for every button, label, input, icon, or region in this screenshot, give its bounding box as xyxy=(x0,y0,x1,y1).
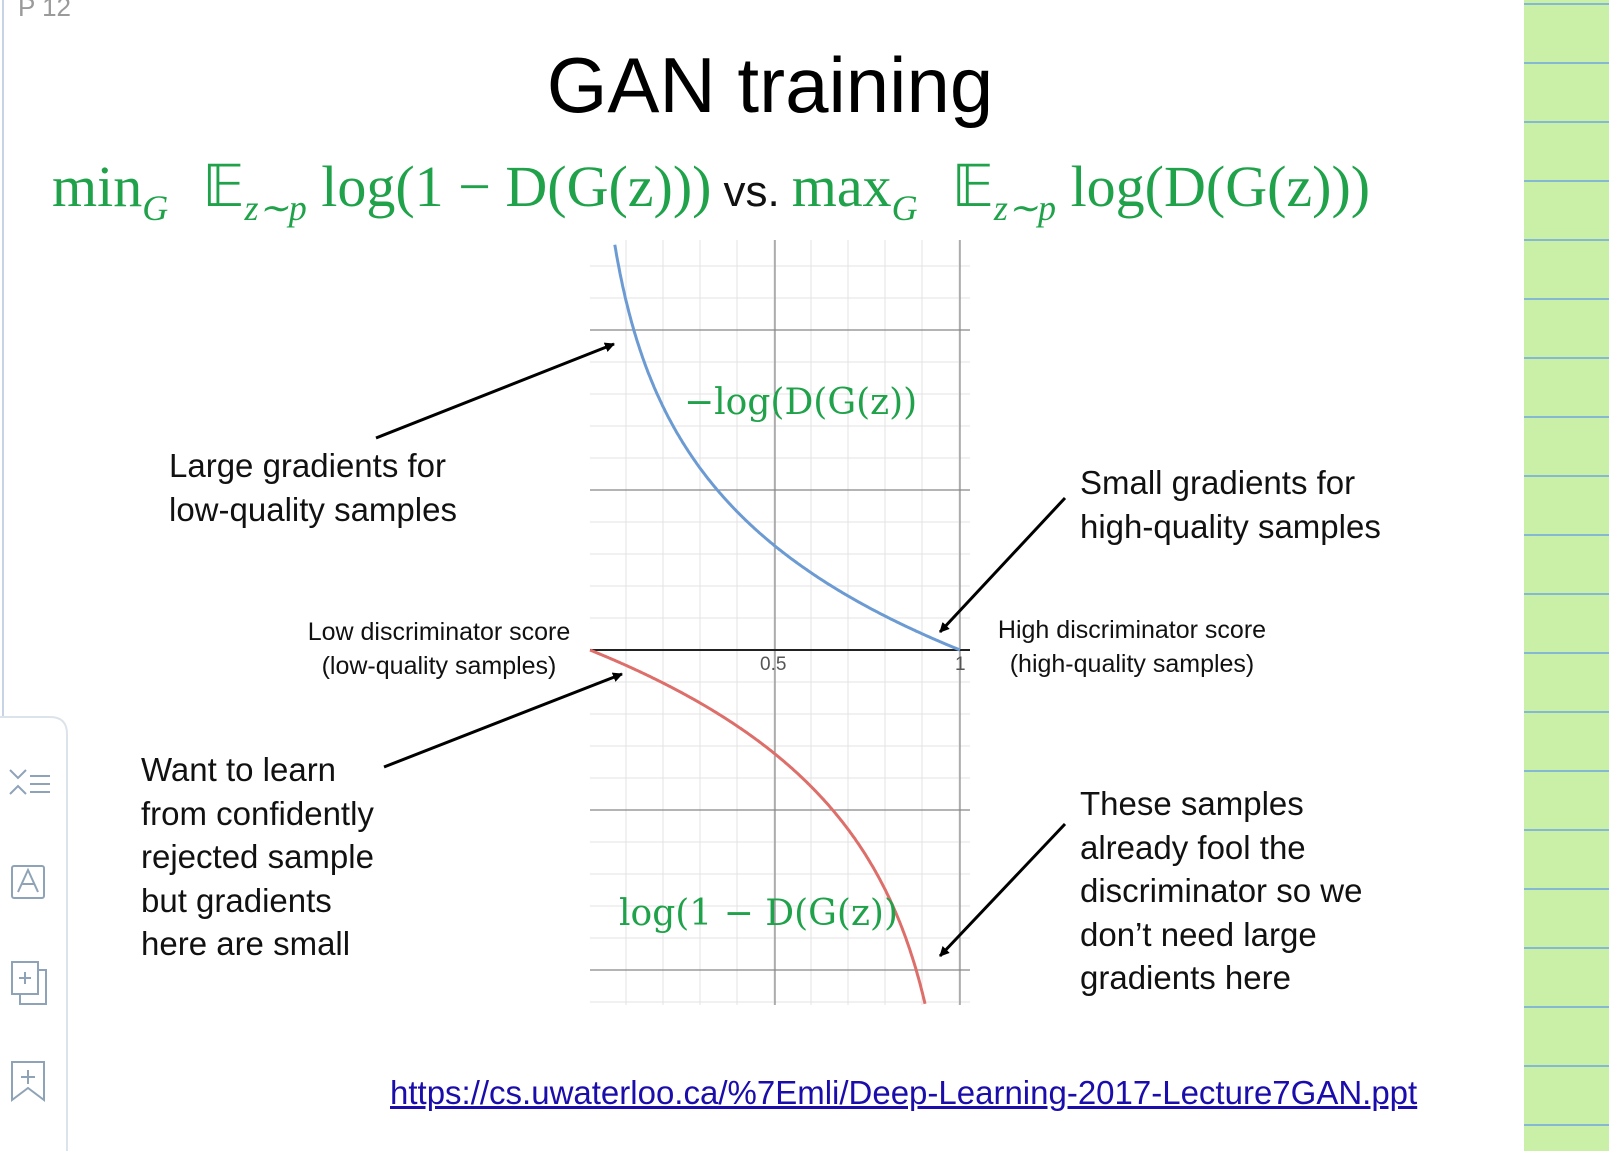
annotation-line: Small gradients for xyxy=(1080,464,1356,501)
source-link[interactable]: https://cs.uwaterloo.ca/%7Emli/Deep-Lear… xyxy=(390,1074,1418,1111)
slide-title: GAN training xyxy=(546,41,994,129)
x-tick-label: 0.5 xyxy=(760,654,787,675)
axis-label-line: High discriminator score xyxy=(997,616,1267,644)
formula-expr: log(D(G(z))) xyxy=(1070,154,1371,219)
annotation-line: These samples xyxy=(1080,785,1304,822)
formula: minG 𝔼z∼p log(1 − D(G(z))) vs. maxG 𝔼z∼p log… xyxy=(52,152,1370,229)
formula-connector: vs. xyxy=(723,167,780,216)
annotation-line: gradients here xyxy=(1080,959,1291,996)
axis-label: Low discriminator score (low-quality sam… xyxy=(286,615,592,683)
arrow xyxy=(383,672,623,769)
axis-label: High discriminator score (high-quality s… xyxy=(980,613,1284,681)
annotation-line: from confidently xyxy=(141,794,374,832)
formula-sub: z∼p xyxy=(244,188,307,228)
page-border xyxy=(2,0,4,720)
annotation-line: but gradients xyxy=(141,881,332,919)
annotation-line: here are small xyxy=(141,925,351,962)
annotation-line: low-quality samples xyxy=(169,490,457,528)
arrow xyxy=(938,496,1067,634)
formula-sub: G xyxy=(142,188,169,228)
annotation-line: don’t need large xyxy=(1080,915,1317,953)
bookmark-button[interactable] xyxy=(11,1061,45,1102)
curve-label: −log(D(G(z)) xyxy=(684,382,918,423)
arrow xyxy=(938,822,1067,958)
curve-label: log(1 − D(G(z)) xyxy=(619,893,898,934)
formula-op: max xyxy=(791,154,892,219)
formula-op: min xyxy=(52,154,143,219)
x-tick-label: 1 xyxy=(955,654,966,675)
annotation-line: high-quality samples xyxy=(1080,507,1381,545)
annotation-line: rejected sample xyxy=(141,838,374,875)
arrow xyxy=(375,342,615,440)
axis-label-line: Low discriminator score xyxy=(307,618,571,646)
curve-lower xyxy=(589,648,927,1005)
annotation-line: already fool the xyxy=(1080,828,1306,866)
formula-sub: z∼p xyxy=(993,188,1057,228)
annotation-line: discriminator so we xyxy=(1080,872,1363,909)
outline-button[interactable] xyxy=(9,769,50,795)
notebook-strip xyxy=(1524,0,1609,1151)
axis-label-line: (high-quality samples) xyxy=(1009,650,1255,678)
formula-sub: G xyxy=(891,188,918,228)
plot xyxy=(375,240,1067,1005)
page-label: P 12 xyxy=(18,0,72,22)
formula-expr: log(1 − D(G(z))) xyxy=(321,154,712,219)
formula-expect: 𝔼 xyxy=(202,154,245,219)
annotation: Want to learn from confidently rejected sa… xyxy=(141,748,374,966)
tool-panel xyxy=(0,716,68,1151)
annotation-line: Large gradients for xyxy=(169,447,447,484)
annotation: These samples already fool the discriminat… xyxy=(1080,782,1362,1000)
axis-label-line: (low-quality samples) xyxy=(321,652,557,680)
formula-expect: 𝔼 xyxy=(951,154,994,219)
annotation: Large gradients for low-quality samples xyxy=(169,444,457,531)
text-button[interactable] xyxy=(11,865,45,899)
curve-upper xyxy=(613,244,961,652)
add-page-button[interactable] xyxy=(11,961,47,1005)
annotation: Small gradients for high-quality samples xyxy=(1080,461,1381,548)
annotation-line: Want to learn xyxy=(141,751,337,788)
arrows xyxy=(375,342,1067,958)
